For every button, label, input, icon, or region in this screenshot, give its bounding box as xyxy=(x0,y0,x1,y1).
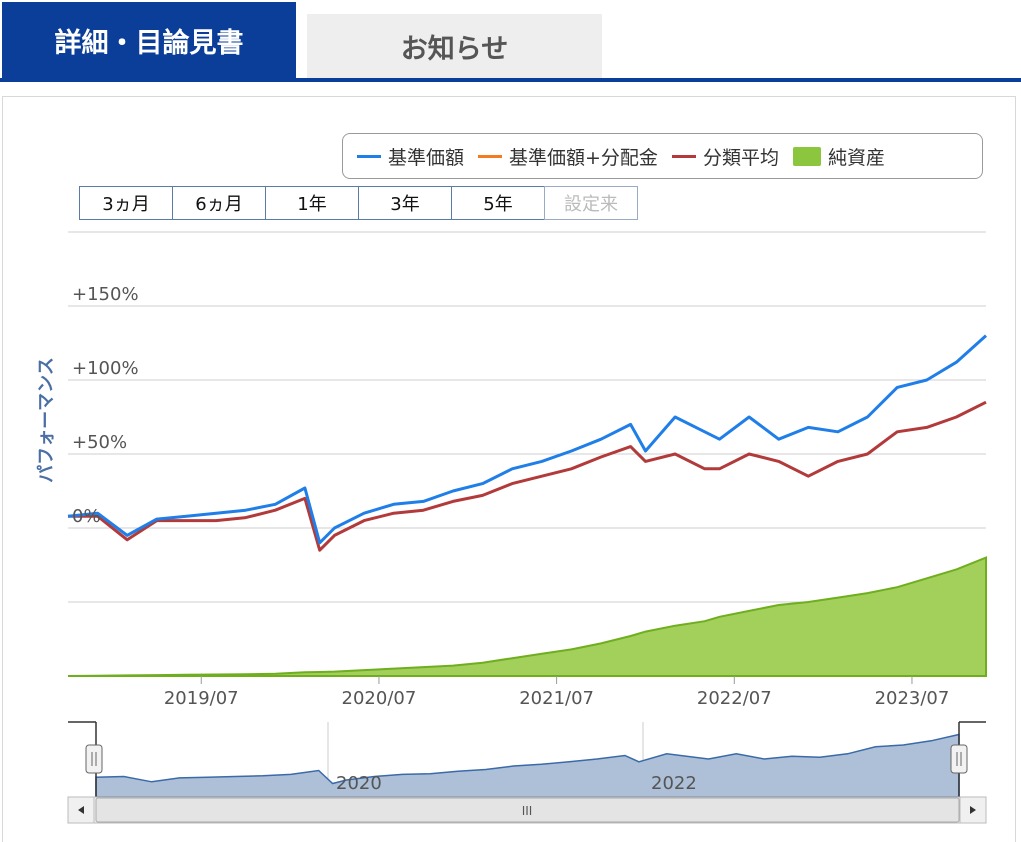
range-button-1y[interactable]: 1年 xyxy=(265,186,359,220)
range-button-3y[interactable]: 3年 xyxy=(358,186,452,220)
range-button-3m[interactable]: 3ヵ月 xyxy=(79,186,173,220)
y-tick-label: +50% xyxy=(72,432,127,453)
navigator-label-2020: 2020 xyxy=(336,773,382,794)
tab-details-prospectus[interactable]: 詳細・目論見書 xyxy=(2,2,296,78)
legend-swatch-nav-with-distribution xyxy=(478,154,503,158)
x-tick-label: 2022/07 xyxy=(697,688,772,709)
legend-item-category-average[interactable]: 分類平均 xyxy=(671,143,779,170)
range-button-5y[interactable]: 5年 xyxy=(451,186,545,220)
chart-panel xyxy=(2,96,1016,842)
legend-item-net-assets[interactable]: 純資産 xyxy=(792,143,885,170)
range-button-6m[interactable]: 6ヵ月 xyxy=(172,186,266,220)
chart-legend: 基準価額 基準価額+分配金 分類平均 純資産 xyxy=(342,133,983,179)
legend-label-net-assets: 純資産 xyxy=(827,146,885,169)
navigator-series-area xyxy=(95,733,960,798)
legend-swatch-nav xyxy=(357,154,381,158)
legend-swatch-category-average xyxy=(671,154,696,158)
y-axis-label: パフォーマンス xyxy=(36,357,57,483)
net-assets-area-layer xyxy=(67,556,987,677)
tab-bar: 詳細・目論見書 お知らせ xyxy=(0,0,1021,82)
navigator-scrollbar[interactable]: III xyxy=(67,796,987,824)
series-line xyxy=(68,400,987,552)
y-tick-label: +100% xyxy=(72,358,139,379)
tab-underline xyxy=(0,78,1021,82)
scrollbar-grip: III xyxy=(522,804,533,818)
navigator-label-2022: 2022 xyxy=(651,773,697,794)
x-tick-labels: 2019/07 2020/07 2021/07 2022/07 2023/07 xyxy=(164,676,949,709)
x-tick-label: 2023/07 xyxy=(875,688,950,709)
range-button-since-inception: 設定来 xyxy=(544,186,638,220)
legend-label-nav-with-distribution: 基準価額+分配金 xyxy=(509,146,658,169)
x-tick-label: 2020/07 xyxy=(342,688,417,709)
x-tick-label: 2021/07 xyxy=(519,688,594,709)
navigator-handle-right[interactable] xyxy=(950,744,968,774)
y-tick-label: 0% xyxy=(72,506,101,527)
legend-item-nav[interactable]: 基準価額 xyxy=(357,143,464,170)
range-navigator[interactable]: 2020 2022 III xyxy=(67,721,987,824)
y-tick-labels: +150% +100% +50% 0% xyxy=(72,284,139,527)
navigator-handle-left[interactable] xyxy=(85,744,103,774)
arrow-right-icon xyxy=(970,806,976,814)
arrow-left-icon xyxy=(78,806,84,814)
series-lines-layer xyxy=(67,334,988,552)
legend-label-nav: 基準価額 xyxy=(388,146,465,169)
series-area-net-assets xyxy=(67,556,987,677)
tab-notices[interactable]: お知らせ xyxy=(307,14,602,78)
legend-item-nav-with-distribution[interactable]: 基準価額+分配金 xyxy=(478,143,658,170)
legend-swatch-net-assets xyxy=(792,146,821,166)
scrollbar-thumb[interactable] xyxy=(95,797,960,823)
range-selector: 3ヵ月 6ヵ月 1年 3年 5年 設定来 xyxy=(79,186,638,220)
series-line xyxy=(67,334,988,545)
scroll-right-button[interactable] xyxy=(959,796,987,824)
y-tick-label: +150% xyxy=(72,284,139,305)
legend-label-category-average: 分類平均 xyxy=(702,146,779,169)
scroll-left-button[interactable] xyxy=(67,796,95,824)
x-tick-label: 2019/07 xyxy=(164,688,239,709)
